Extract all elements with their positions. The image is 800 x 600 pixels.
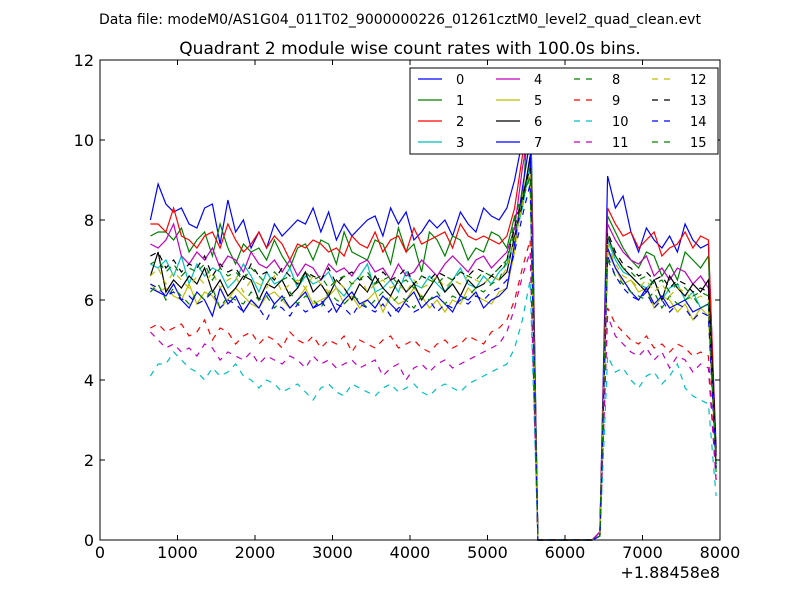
x-tick-label: 0 [95,543,105,562]
legend-label-14: 14 [690,115,707,130]
x-offset-label: +1.88458e8 [620,563,720,582]
x-tick-label: 6000 [545,543,586,562]
legend-label-12: 12 [690,73,707,88]
figure-suptitle: Data file: modeM0/AS1G04_011T02_90000002… [99,12,701,28]
series-line-14 [150,183,717,541]
series-line-0 [149,75,717,541]
series-line-7 [150,139,717,541]
x-tick-label: 3000 [312,543,353,562]
series-line-11 [149,251,717,541]
x-tick-label: 1000 [157,543,198,562]
chart-title: Quadrant 2 module wise count rates with … [179,39,640,59]
series-line-15 [150,175,717,541]
legend-label-13: 13 [690,94,707,109]
x-tick-label: 2000 [235,543,276,562]
legend-label-10: 10 [612,115,629,130]
y-tick-label: 4 [84,371,94,390]
legend-box [409,67,719,155]
legend-label-11: 11 [612,136,629,151]
legend-label-5: 5 [534,94,542,109]
legend-label-4: 4 [534,73,542,88]
legend-label-6: 6 [534,115,542,130]
series-line-12 [149,171,717,541]
legend-label-7: 7 [534,136,542,151]
y-tick-label: 10 [74,131,94,150]
y-tick-label: 8 [84,211,94,230]
x-tick-label: 4000 [390,543,431,562]
legend-label-0: 0 [456,73,464,88]
series-group [149,75,717,541]
series-line-4 [150,123,717,541]
series-line-9 [150,239,717,541]
series-line-1 [150,79,717,541]
series-line-2 [150,99,717,541]
x-tick-label: 7000 [622,543,663,562]
series-line-6 [149,155,717,541]
y-tick-label: 0 [84,531,94,550]
y-tick-label: 2 [84,451,94,470]
legend-label-8: 8 [612,73,620,88]
legend-label-3: 3 [456,136,464,151]
series-line-8 [149,178,717,541]
plot-layer: 0 1000 2000 3000 4000 5000 6000 7000 80000246810… [74,51,741,582]
legend-label-15: 15 [690,136,707,151]
legend-label-1: 1 [456,94,464,109]
y-tick-label: 12 [74,51,94,70]
x-tick-label: 5000 [467,543,508,562]
x-tick-label: 8000 [700,543,741,562]
series-line-5 [149,135,717,541]
legend-label-2: 2 [456,115,464,130]
series-line-10 [149,279,717,541]
legend-label-9: 9 [612,94,620,109]
y-tick-label: 6 [84,291,94,310]
